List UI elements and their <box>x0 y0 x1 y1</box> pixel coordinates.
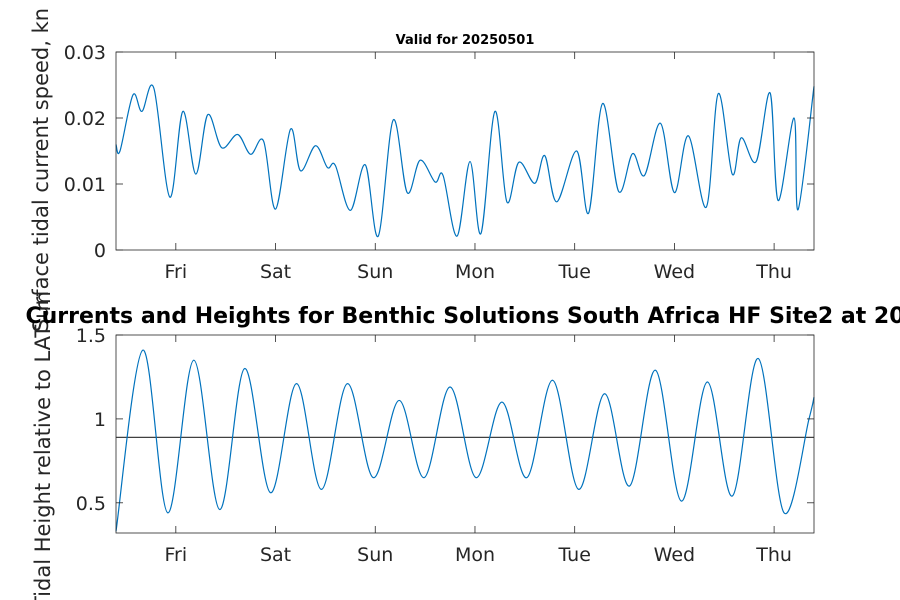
y-tick-label: 0.5 <box>76 493 106 515</box>
x-tick-label: Thu <box>755 544 792 566</box>
chart-main-title: Currents and Heights for Benthic Solutio… <box>25 304 900 329</box>
y-tick-label: 1 <box>94 409 106 431</box>
x-tick-label: Mon <box>455 261 495 283</box>
current-speed-panel: Valid for 20250501 0 0.01 0.02 0.03 Fri Sat S… <box>29 8 815 332</box>
x-tick-label: Sat <box>260 544 291 566</box>
x-tick-label: Thu <box>755 261 792 283</box>
y-tick-label: 0 <box>94 240 106 262</box>
height-y-ticks: 0.5 1 1.5 <box>76 325 814 515</box>
tidal-height-panel: 0.5 1 1.5 Fri Sat Sun Mon Tue Wed Thu Tidal Heig… <box>25 291 900 600</box>
y-tick-label: 1.5 <box>76 325 106 347</box>
x-tick-label: Wed <box>654 261 695 283</box>
y-tick-label: 0.01 <box>64 174 106 196</box>
y-tick-label: 0.03 <box>64 42 106 64</box>
x-tick-label: Sun <box>357 544 393 566</box>
current-axes-box <box>115 51 815 251</box>
chart-title: Valid for 20250501 <box>396 33 535 48</box>
current-y-axis-label: Surface tidal current speed, kn <box>29 8 53 332</box>
current-speed-line <box>115 84 815 237</box>
height-x-ticks: Fri Sat Sun Mon Tue Wed Thu <box>165 335 792 566</box>
x-tick-label: Mon <box>455 544 495 566</box>
x-tick-label: Tue <box>557 261 590 283</box>
x-tick-label: Sun <box>357 261 393 283</box>
x-tick-label: Sat <box>260 261 291 283</box>
current-y-ticks: 0 0.01 0.02 0.03 <box>64 42 814 262</box>
x-tick-label: Tue <box>557 544 590 566</box>
y-tick-label: 0.02 <box>64 108 106 130</box>
x-tick-label: Fri <box>165 261 188 283</box>
current-x-ticks: Fri Sat Sun Mon Tue Wed Thu <box>165 52 792 283</box>
x-tick-label: Fri <box>165 544 188 566</box>
height-axes-box <box>115 334 815 534</box>
x-tick-label: Wed <box>654 544 695 566</box>
tidal-height-line <box>115 349 815 532</box>
height-y-axis-label: Tidal Height relative to LAT, m <box>31 291 55 600</box>
